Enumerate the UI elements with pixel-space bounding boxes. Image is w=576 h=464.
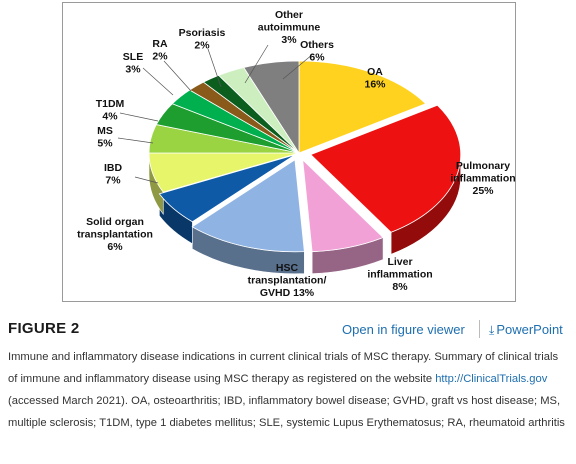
figure-caption: Immune and inflammatory disease indicati…: [8, 346, 568, 434]
slice-labels: OA 16% Pulmonary inflammation 25% Liver inflam…: [77, 9, 516, 299]
leader-line: [117, 137, 154, 144]
leader-line: [134, 176, 159, 184]
slice-label: Psoriasis 2%: [179, 27, 226, 52]
slice-label: Pulmonary inflammation 25%: [450, 160, 515, 197]
slice-label: OA 16%: [364, 66, 386, 91]
caption-text: Immune and inflammatory disease indicati…: [8, 351, 559, 385]
figure-image: OA 16% Pulmonary inflammation 25% Liver inflam…: [62, 2, 516, 302]
pie-slice-oa: [298, 60, 427, 154]
slice-label: Other autoimmune 3%: [258, 9, 321, 46]
leader-line: [119, 112, 159, 122]
slice-label: T1DM 4%: [96, 98, 125, 123]
powerpoint-label: PowerPoint: [496, 322, 563, 337]
slice-label: HSC transplantation/GVHD 13%: [248, 262, 327, 299]
leader-line: [163, 60, 192, 92]
pie-chart: OA 16% Pulmonary inflammation 25% Liver inflam…: [77, 9, 516, 299]
caption-text-rest: (accessed March 2021). OA, osteoarthriti…: [8, 395, 565, 429]
slice-label: MS 5%: [97, 125, 113, 150]
leader-line: [207, 48, 222, 88]
slice-label: Liver inflammation 8%: [367, 256, 432, 293]
pie-slice-pulmonary-inflammation: [309, 104, 462, 233]
leader-line: [282, 53, 314, 80]
download-icon: ⤓: [489, 323, 495, 337]
pie-slice-liver-inflammation: [302, 158, 384, 253]
figure-header: FIGURE 2 Open in figure viewer ⤓ PowerPoi…: [0, 316, 576, 342]
open-figure-viewer-link[interactable]: Open in figure viewer: [342, 322, 465, 337]
slice-label: RA 2%: [152, 38, 168, 63]
clinicaltrials-link[interactable]: http://ClinicalTrials.gov: [435, 373, 548, 385]
powerpoint-link[interactable]: ⤓ PowerPoint: [489, 322, 563, 338]
pie-slice-hsc-transplantation-gvhd: [191, 159, 305, 253]
pie-slice-solid-organ-transplantation: [158, 154, 296, 223]
slice-label: SLE 3%: [123, 51, 143, 76]
pie-side-walls: [148, 152, 462, 275]
leader-line: [244, 44, 269, 84]
figure-title: FIGURE 2: [8, 320, 80, 337]
pie-slice-others: [243, 60, 300, 155]
leader-line: [142, 67, 174, 96]
pie-top-faces: [148, 60, 462, 253]
slice-label: IBD 7%: [104, 162, 123, 187]
link-separator: [479, 320, 480, 338]
slice-label: Solid organ transplantation 6%: [77, 216, 153, 253]
slice-label: Others 6%: [300, 39, 334, 64]
leader-lines: [117, 44, 314, 184]
